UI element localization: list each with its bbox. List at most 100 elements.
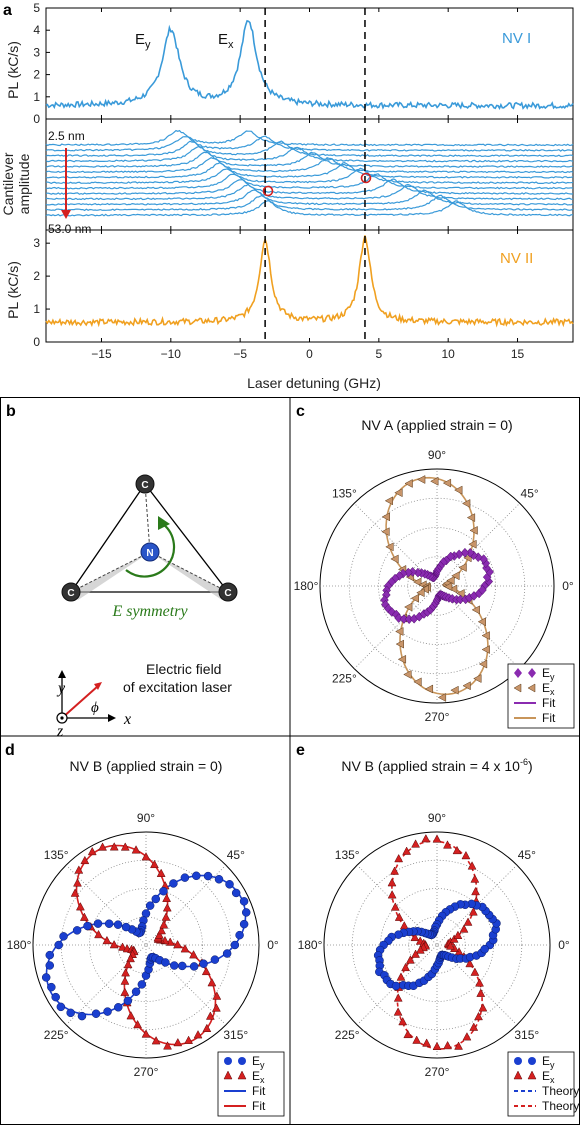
data-point-ex [481,645,490,654]
polar-angle-label: 45° [521,486,539,500]
data-point-ex [184,1035,194,1044]
data-point-ex [432,1041,442,1050]
data-point-ex [133,1019,143,1029]
data-point-ex [462,1032,472,1041]
data-point-ex [109,842,119,851]
y-arrow-head [58,670,66,678]
data-point-ex [151,1036,161,1045]
data-point-ey [235,930,244,940]
data-point-ex [162,903,172,912]
data-point-ex [74,865,84,874]
data-point-ex [415,945,425,954]
data-point-ex [205,1011,215,1020]
panel-d-title: NV B (applied strain = 0) [70,758,223,774]
series-nv1-line [45,19,574,111]
top-ylabel: PL (kC/s) [5,41,21,99]
bond-top [144,483,151,553]
cantilever-trace [45,151,574,168]
data-point-ex [468,539,477,549]
data-point-ex [161,912,171,921]
tetrahedron-outline [69,482,230,593]
cantilever-trace [45,129,574,147]
data-point-ex [141,852,151,861]
polar-angle-label: 135° [335,848,360,862]
data-point-ey [66,1008,75,1018]
data-point-ey [222,949,232,958]
data-point-ex [150,859,159,869]
data-point-ex [450,685,459,695]
data-point-ex [461,850,471,860]
legend-marker [238,1057,246,1065]
data-point-ex [474,1011,483,1021]
data-point-ex [453,930,463,939]
data-point-ey [93,919,103,928]
polar-grid-circle [89,888,203,1002]
x-tick-label: −5 [233,347,247,361]
axis-x-label: x [123,711,131,728]
data-point-ey [230,940,240,950]
bond-left-shade [71,552,150,600]
data-point-ey [239,897,249,906]
amp-arrow-head [61,210,71,219]
data-point-ey [104,919,114,928]
amp-top-label: 2.5 nm [48,129,85,143]
data-point-ex [384,496,394,506]
data-point-ex [94,929,103,939]
data-point-ex [79,912,89,921]
legend-label: Fit [252,1099,266,1113]
data-point-ey [170,961,179,970]
data-point-ex [394,912,404,921]
nv1-label: NV I [502,30,531,47]
legend-label: Theory [542,1084,579,1098]
data-point-ex [387,890,397,899]
data-point-ex [73,878,82,887]
data-point-ey [91,1009,101,1018]
marker-circle-2 [360,172,372,184]
data-point-ex [446,576,455,585]
polar-angle-label: 315° [223,1028,248,1042]
data-point-ey [199,959,208,968]
data-point-ex [80,855,90,865]
data-point-ey [231,888,241,898]
data-point-ex [468,907,478,916]
data-point-ex [404,479,413,488]
data-point-ey [51,992,60,1002]
x-tick-label: 5 [375,347,382,361]
data-point-ey [123,996,133,1006]
axis-y-label: y [56,680,66,697]
data-point-ex [471,886,480,896]
data-point-ex [159,920,169,929]
legend-marker [237,1070,247,1080]
data-point-ex [470,967,480,976]
data-point-ex [201,966,211,976]
y-tick-label: 2 [33,269,40,283]
polar-angle-label: 180° [298,938,323,952]
data-point-ey [56,1002,66,1012]
polar-grid-circle [378,527,496,645]
data-point-ex [413,677,422,687]
data-point-ex [393,1007,403,1016]
data-point-ey [177,961,187,971]
panel-c-letter: c [296,403,305,420]
data-point-ey [145,901,155,910]
polar-angle-label: 225° [44,1028,69,1042]
data-point-ey [72,926,82,935]
panel-e-polar: 90°45°0°315°270°225°180°135°EyExTheoryTh… [298,811,579,1117]
data-point-ey [403,567,413,578]
legend-marker [513,1070,523,1080]
rotation-arrow-head [158,516,170,530]
coordinate-axes: y x z ϕ Electric field of excitation las… [56,661,232,740]
rotation-arrow [125,523,176,578]
data-point-ex [410,593,419,603]
polar-angle-label: 90° [428,811,446,825]
x-tick-label: −15 [91,347,112,361]
y-tick-label: 0 [33,112,40,126]
data-point-ey [478,585,487,595]
data-point-ex [467,861,477,870]
polar-angle-label: 225° [335,1028,360,1042]
legend-marker [224,1057,232,1065]
middle-ylabel-2: amplitude [16,153,32,214]
data-point-ex [381,527,390,537]
y-tick-label: 1 [33,90,40,104]
